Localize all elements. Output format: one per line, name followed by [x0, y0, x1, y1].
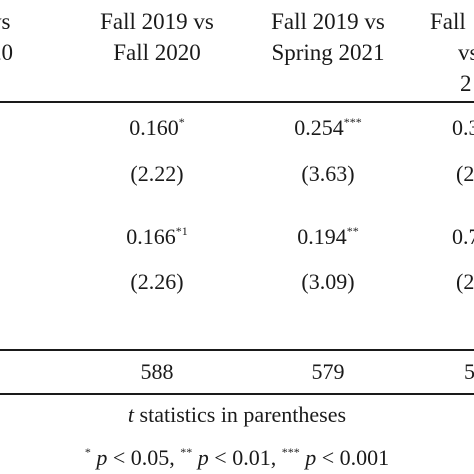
sig-text3: < 0.001 [316, 445, 390, 470]
header-col1: vs 20 [0, 6, 30, 68]
row2-col3-value: 0.194 [297, 224, 347, 249]
header-rule [0, 101, 474, 103]
tstat-note-t: t [127, 402, 135, 427]
observations-col3: 579 [311, 359, 345, 384]
sig-p2: p [197, 445, 209, 470]
sig-text2: < 0.01, [208, 445, 282, 470]
row2-col4-tstat: (2 [456, 269, 474, 294]
header-col3-line2: Spring 2021 [271, 40, 385, 65]
sig-p3: p [305, 445, 317, 470]
header-col4-line1: Fall [430, 9, 466, 34]
sig-text1: < 0.05, [107, 445, 181, 470]
sig-star3: *** [281, 445, 300, 459]
row1-col2-stars: * [178, 115, 185, 129]
observations-rule [0, 349, 474, 351]
row2-col2-coef: 0.166*1 [92, 223, 222, 251]
header-col4-line3: 2 [460, 71, 472, 96]
row1-col2-value: 0.160 [129, 115, 179, 140]
header-col1-line2: 20 [0, 40, 13, 65]
bottom-rule [0, 393, 474, 395]
row2-col2-tstat: (2.26) [130, 269, 184, 294]
header-col2: Fall 2019 vs Fall 2020 [82, 6, 232, 68]
header-col2-line1: Fall 2019 vs [100, 9, 214, 34]
row2-col4-value: 0.7 [452, 224, 474, 249]
row2-col3-coef: 0.194** [263, 223, 393, 251]
row1-col3-tstat: (3.63) [301, 161, 355, 186]
header-col1-line1: vs [0, 9, 11, 34]
sig-p1: p [96, 445, 108, 470]
row1-col3-coef: 0.254*** [263, 114, 393, 142]
row1-col2-coef: 0.160* [92, 114, 222, 142]
row1-col4-value: 0.3 [452, 115, 474, 140]
row2-col2-value: 0.166 [126, 224, 176, 249]
sig-star2: ** [180, 445, 193, 459]
row2-col3-stars: ** [346, 224, 359, 238]
header-col4-line2: vs [458, 40, 474, 65]
header-col3-line1: Fall 2019 vs [271, 9, 385, 34]
row1-col4-coef: 0.3 [452, 114, 474, 142]
header-col4: Fall vs 2 [430, 6, 474, 99]
row2-col3-tstat: (3.09) [301, 269, 355, 294]
row1-col3-stars: *** [343, 115, 362, 129]
row2-col2-stars: *1 [175, 224, 188, 238]
row2-col4-coef: 0.7 [452, 223, 474, 251]
observations-col2: 588 [140, 359, 174, 384]
tstat-note-text: statistics in parentheses [134, 402, 347, 427]
sig-star1: * [84, 445, 91, 459]
row1-col2-tstat: (2.22) [130, 161, 184, 186]
significance-note: * p < 0.05, ** p < 0.01, *** p < 0.001 [0, 444, 474, 472]
observations-col4: 5 [464, 359, 474, 384]
tstat-note: t statistics in parentheses [0, 401, 474, 429]
row1-col4-tstat: (2 [456, 161, 474, 186]
header-col3: Fall 2019 vs Spring 2021 [258, 6, 398, 68]
header-col2-line2: Fall 2020 [113, 40, 201, 65]
row1-col3-value: 0.254 [294, 115, 344, 140]
